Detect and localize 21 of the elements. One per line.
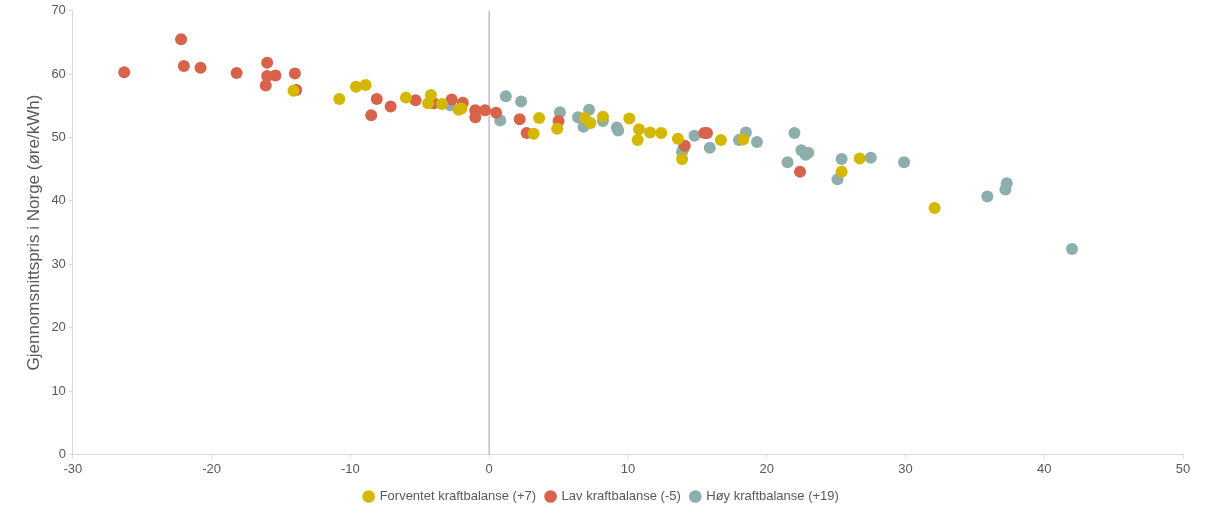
x-tick-label: -10	[341, 460, 360, 476]
y-tick-label: 10	[51, 382, 66, 398]
x-tick-label: 30	[898, 460, 913, 476]
y-tick-label: 30	[51, 255, 66, 271]
y-tick-label: 20	[51, 319, 66, 335]
x-tick-label: 0	[485, 460, 493, 476]
x-tick-label: 40	[1037, 460, 1052, 476]
y-axis-title: Gjennomsnittspris i Norge (øre/kWh)	[23, 94, 43, 371]
x-tick-label: -20	[202, 460, 222, 476]
y-tick-label: 50	[51, 129, 66, 145]
legend-label: Forventet kraftbalanse (+7)	[379, 488, 537, 504]
y-tick-label: 40	[51, 192, 66, 208]
y-tick-label: 0	[58, 445, 66, 461]
legend-label: Høy kraftbalanse (+19)	[706, 488, 839, 504]
x-tick-label: 10	[620, 460, 636, 476]
x-tick-label: -30	[63, 460, 83, 476]
y-tick-label: 70	[51, 2, 66, 18]
x-tick-label: 50	[1175, 460, 1191, 476]
x-tick-label: 20	[759, 460, 774, 476]
legend-label: Lav kraftbalanse (-5)	[561, 488, 681, 504]
y-tick-label: 60	[51, 65, 66, 81]
